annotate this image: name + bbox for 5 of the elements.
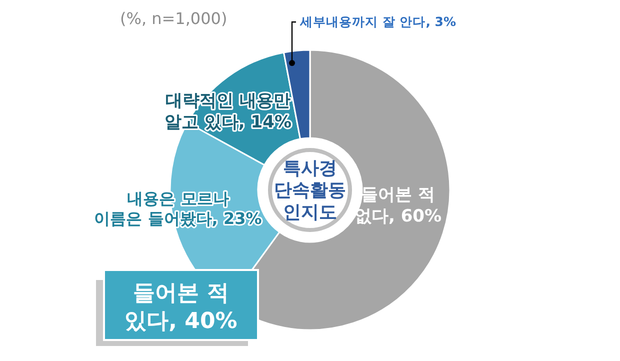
slice-label: 들어본 적 없다, 60% [354,185,442,226]
slice-label: 세부내용까지 잘 안다, 3% [299,14,456,29]
text: 특사경 단속활동 인지도 [274,158,346,223]
text: (%, n=1,000) [120,9,228,28]
text: 들어본 적 있다, 40% [124,281,238,334]
